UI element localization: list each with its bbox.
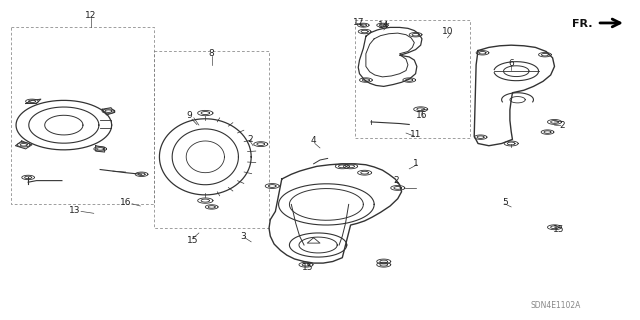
Text: FR.: FR. [572,19,593,29]
Text: 16: 16 [120,198,131,207]
Text: 9: 9 [186,111,192,120]
Text: 3: 3 [241,232,246,241]
Text: 5: 5 [502,198,508,207]
Text: 2: 2 [247,135,253,144]
Text: 17: 17 [353,18,364,27]
Text: 2: 2 [394,176,399,185]
Text: 14: 14 [378,21,389,30]
Text: 13: 13 [69,206,81,215]
Text: 15: 15 [301,263,313,272]
Text: 8: 8 [209,49,214,58]
Text: 6: 6 [508,59,514,68]
Text: 11: 11 [410,130,421,139]
Text: 10: 10 [442,27,453,36]
Text: 15: 15 [187,236,198,245]
Text: 16: 16 [416,111,428,120]
Text: 2: 2 [559,121,565,130]
Text: 4: 4 [311,136,316,146]
Text: SDN4E1102A: SDN4E1102A [531,301,581,310]
Text: 12: 12 [85,11,96,20]
Text: 15: 15 [553,225,564,234]
Text: 1: 1 [413,159,419,168]
